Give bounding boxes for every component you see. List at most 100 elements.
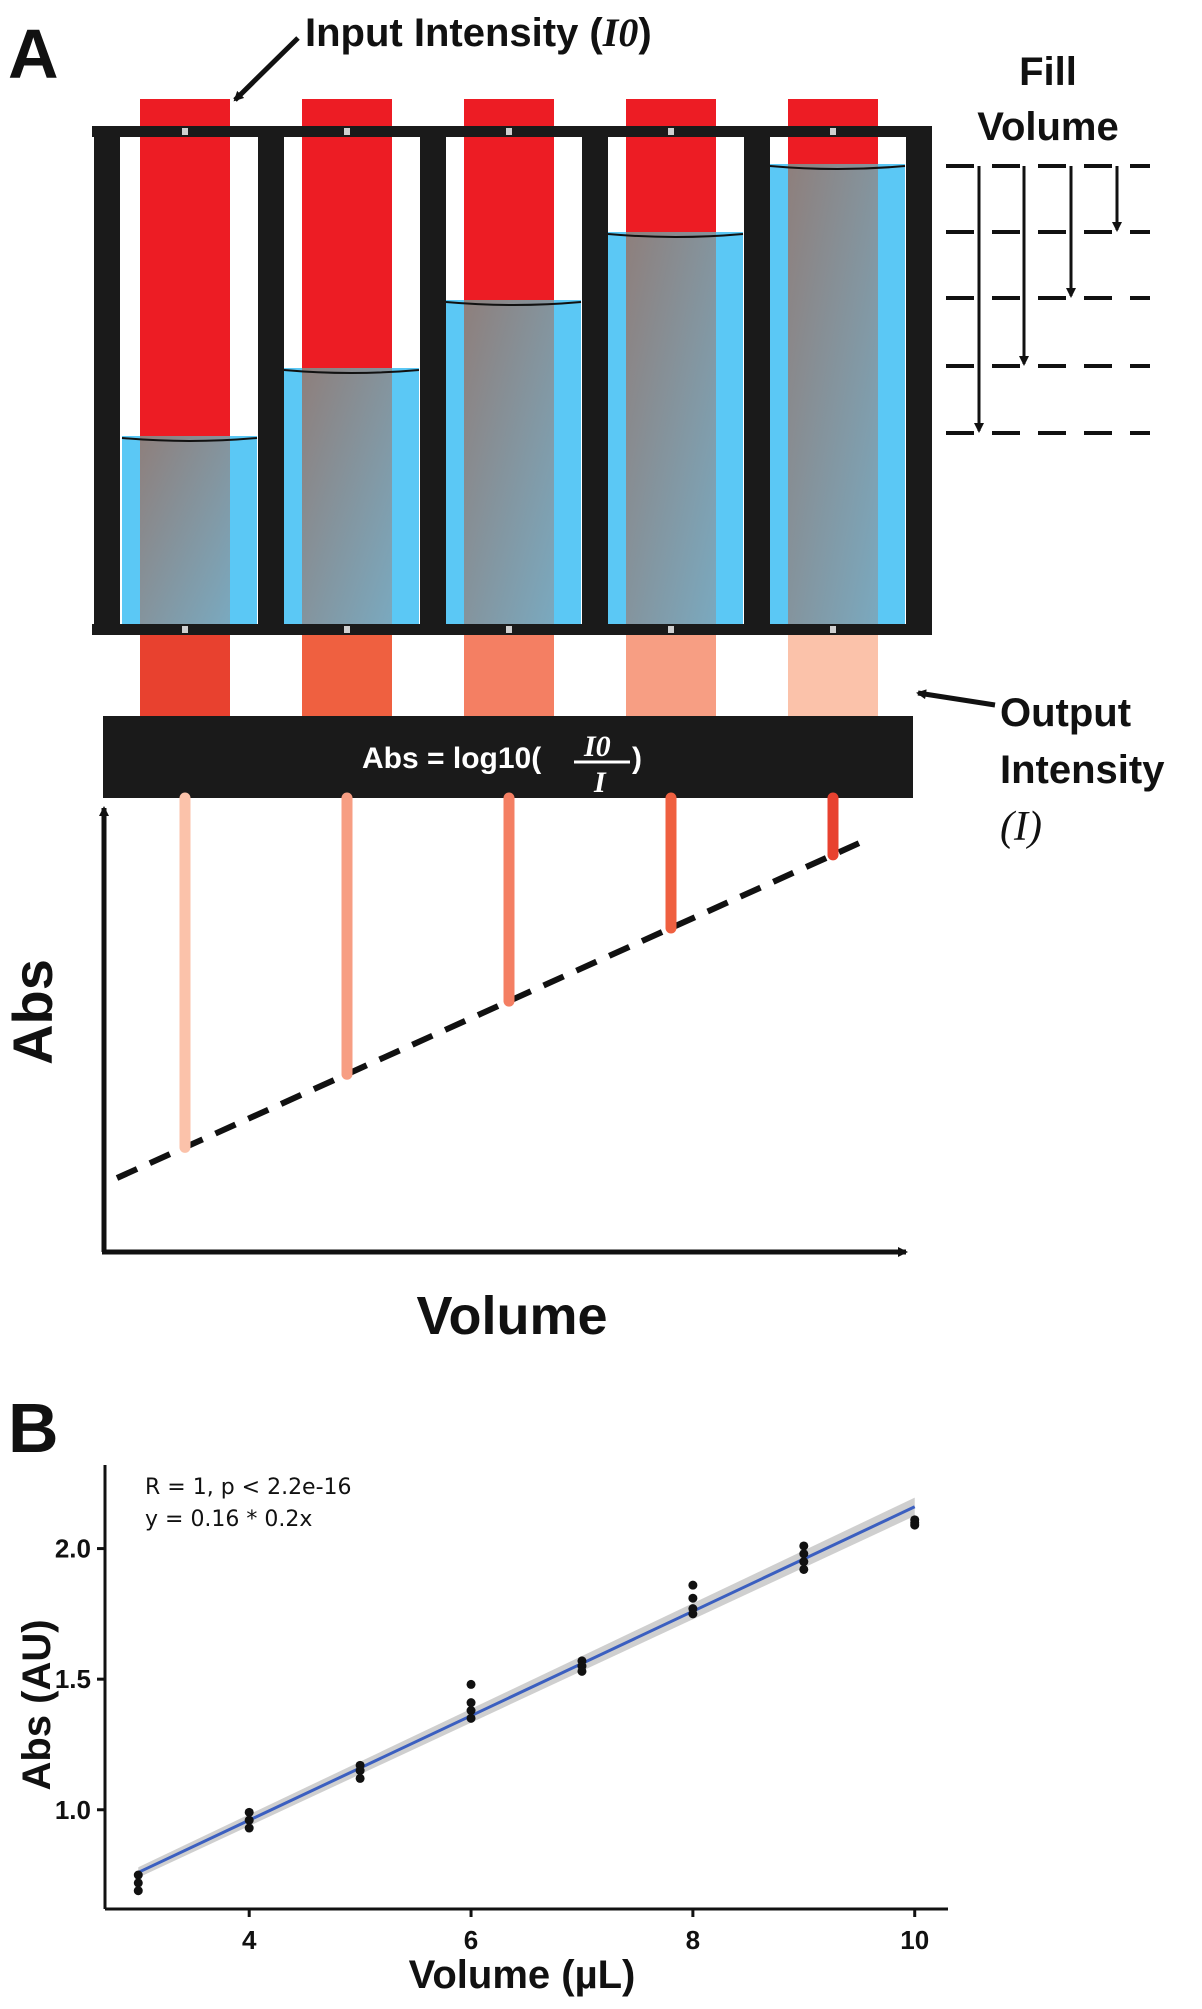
rack-divider bbox=[744, 126, 770, 635]
data-point bbox=[466, 1679, 476, 1689]
data-point bbox=[133, 1870, 143, 1880]
data-point bbox=[466, 1698, 476, 1708]
data-point bbox=[466, 1706, 476, 1716]
meniscus bbox=[445, 301, 582, 306]
rack-divider bbox=[420, 126, 446, 635]
input-intensity-callout: Input Intensity (I0) bbox=[233, 10, 652, 102]
rack-divider bbox=[94, 126, 120, 635]
x-tick-label: 10 bbox=[900, 1925, 929, 1955]
formula-denominator: I bbox=[593, 766, 607, 799]
stat-annotation-line2: y = 0.16 * 0.2x bbox=[145, 1507, 312, 1532]
data-point bbox=[133, 1878, 143, 1888]
meniscus bbox=[283, 369, 420, 374]
fit-line bbox=[137, 1505, 916, 1874]
schematic-trend-line bbox=[115, 837, 868, 1181]
data-point bbox=[688, 1593, 698, 1603]
meniscus bbox=[769, 165, 906, 170]
data-point bbox=[577, 1666, 587, 1676]
schematic-plot: Abs Volume bbox=[1, 792, 908, 1346]
output-beam bbox=[140, 635, 230, 717]
input-arrow bbox=[233, 36, 300, 102]
data-point bbox=[799, 1541, 809, 1551]
formula-prefix: Abs = log10( bbox=[362, 742, 541, 775]
y-tick-label: 1.0 bbox=[55, 1795, 91, 1825]
data-point bbox=[355, 1773, 365, 1783]
x-tick-label: 8 bbox=[686, 1925, 700, 1955]
input-beam bbox=[626, 99, 716, 232]
panel-b-label: B bbox=[8, 1389, 59, 1467]
beam-slot-top bbox=[344, 128, 350, 135]
output-arrow bbox=[916, 689, 996, 708]
output-intensity-label-line2: Intensity bbox=[1000, 748, 1165, 792]
fill-volume-label-line2: Volume bbox=[977, 105, 1119, 149]
schematic-x-label: Volume bbox=[416, 1286, 607, 1346]
beam-slot-bottom bbox=[506, 626, 512, 633]
output-intensity-callout: Output Intensity (I) bbox=[916, 689, 1165, 850]
schematic-y-label: Abs bbox=[1, 959, 64, 1065]
rack-bottom-bar bbox=[92, 624, 912, 635]
output-beam bbox=[302, 635, 392, 717]
beam-through-liquid bbox=[788, 164, 878, 624]
detector-bar bbox=[103, 716, 913, 798]
output-beam bbox=[626, 635, 716, 717]
rack-divider bbox=[582, 126, 608, 635]
data-point bbox=[799, 1557, 809, 1567]
rack-dividers bbox=[94, 126, 932, 635]
beam-slot-bottom bbox=[344, 626, 350, 633]
data-point bbox=[355, 1766, 365, 1776]
beam-through-liquid bbox=[464, 300, 554, 624]
beam-slot-bottom bbox=[668, 626, 674, 633]
input-intensity-label: Input Intensity (I0) bbox=[305, 10, 652, 55]
data-point bbox=[799, 1549, 809, 1559]
data-point bbox=[244, 1823, 254, 1833]
data-point bbox=[910, 1520, 920, 1530]
beam-slot-top bbox=[182, 128, 188, 135]
output-beam bbox=[788, 635, 878, 717]
beam-through-liquid bbox=[140, 436, 230, 624]
meniscus bbox=[607, 233, 744, 238]
beam-slot-top bbox=[506, 128, 512, 135]
data-point bbox=[688, 1580, 698, 1590]
data-point bbox=[688, 1609, 698, 1619]
formula-suffix: ) bbox=[632, 742, 642, 775]
meniscus bbox=[121, 437, 258, 442]
data-point bbox=[466, 1713, 476, 1723]
cuvette bbox=[121, 99, 258, 624]
formula-numerator: I0 bbox=[583, 730, 611, 763]
fill-volume-label-line1: Fill bbox=[1019, 50, 1077, 94]
beam-slot-bottom bbox=[182, 626, 188, 633]
rack-divider bbox=[906, 126, 932, 635]
cuvette bbox=[769, 99, 906, 624]
output-intensity-label-line1: Output bbox=[1000, 691, 1131, 735]
stat-annotation-line1: R = 1, p < 2.2e-16 bbox=[145, 1475, 352, 1500]
beam-slot-top bbox=[830, 128, 836, 135]
data-point bbox=[133, 1886, 143, 1896]
beam-through-liquid bbox=[626, 232, 716, 624]
panel-a-label: A bbox=[8, 15, 59, 93]
input-beam bbox=[140, 99, 230, 436]
input-beam bbox=[302, 99, 392, 368]
beam-slot-top bbox=[668, 128, 674, 135]
data-point bbox=[244, 1815, 254, 1825]
y-tick-label: 1.5 bbox=[55, 1664, 91, 1694]
absorbance-stems bbox=[179, 792, 839, 1153]
chart-x-label: Volume (µL) bbox=[409, 1953, 636, 1997]
data-point bbox=[799, 1564, 809, 1574]
rack-top-bar bbox=[92, 126, 912, 137]
chart-y-label: Abs (AU) bbox=[15, 1619, 59, 1790]
cuvette-rack bbox=[121, 99, 906, 624]
fit-confidence-band bbox=[138, 1497, 915, 1878]
scatter-plot: R = 1, p < 2.2e-16 y = 0.16 * 0.2x 4 6 8 10… bbox=[15, 1465, 948, 1997]
absorbance-formula: Abs = log10( I0 I ) bbox=[362, 730, 642, 799]
cuvette bbox=[607, 99, 744, 624]
fill-level-lines bbox=[946, 164, 1150, 435]
cuvette bbox=[283, 99, 420, 624]
scatter-chart-area: 4 6 8 10 1.0 1.5 2.0 bbox=[55, 1465, 948, 1955]
x-tick-label: 4 bbox=[242, 1925, 257, 1955]
y-tick-label: 2.0 bbox=[55, 1534, 91, 1564]
beam-slot-bottom bbox=[830, 626, 836, 633]
data-point bbox=[244, 1807, 254, 1817]
cuvette bbox=[445, 99, 582, 624]
output-beam bbox=[464, 635, 554, 717]
